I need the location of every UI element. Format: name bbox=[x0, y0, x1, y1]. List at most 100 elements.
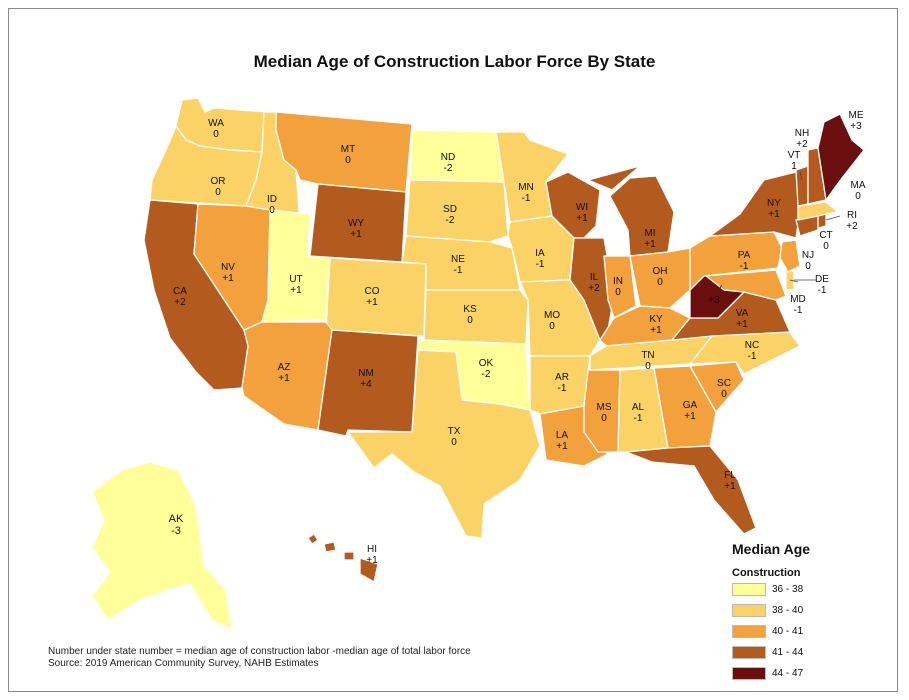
label-ia-abbr: IA bbox=[535, 248, 545, 259]
label-sc-abbr: SC bbox=[717, 378, 731, 389]
legend-title: Median Age bbox=[732, 541, 811, 557]
legend-range: 40 - 41 bbox=[772, 626, 804, 637]
label-ri-value: +2 bbox=[846, 221, 858, 232]
map-title: Median Age of Construction Labor Force B… bbox=[253, 52, 656, 71]
svg-text:KS0: KS 0 bbox=[463, 304, 477, 326]
label-in-value: 0 bbox=[615, 287, 621, 298]
label-nh-abbr: NH bbox=[795, 128, 809, 139]
label-mn-value: -1 bbox=[522, 193, 531, 204]
label-ny-abbr: NY bbox=[767, 198, 781, 209]
label-tn-value: 0 bbox=[645, 361, 651, 372]
svg-text:MS0: MS 0 bbox=[597, 402, 612, 424]
state-fl[interactable] bbox=[625, 445, 757, 535]
svg-text:WI+1: WI +1 bbox=[576, 202, 588, 224]
svg-text:IA-1: IA -1 bbox=[535, 248, 545, 270]
svg-text:WV+3: WV +3 bbox=[706, 284, 722, 306]
label-ms-value: 0 bbox=[601, 413, 607, 424]
label-ri-abbr: RI bbox=[847, 210, 857, 221]
label-il-value: +2 bbox=[588, 283, 600, 294]
label-fl-value: +1 bbox=[724, 481, 736, 492]
label-nm-value: +4 bbox=[360, 379, 372, 390]
state-sd[interactable] bbox=[405, 179, 509, 243]
legend-range: 38 - 40 bbox=[772, 605, 804, 616]
label-hi-abbr: HI bbox=[367, 544, 377, 555]
label-ky-abbr: KY bbox=[649, 314, 663, 325]
state-hi[interactable] bbox=[307, 533, 379, 583]
state-me[interactable] bbox=[817, 113, 865, 201]
state-nm[interactable] bbox=[317, 329, 419, 437]
label-ks-abbr: KS bbox=[463, 304, 477, 315]
label-ca-abbr: CA bbox=[173, 286, 187, 297]
label-ct-value: 0 bbox=[823, 241, 829, 252]
label-mi-value: +1 bbox=[644, 239, 656, 250]
label-wv-value: +3 bbox=[708, 295, 720, 306]
label-va-abbr: VA bbox=[736, 308, 749, 319]
svg-text:AR-1: AR -1 bbox=[555, 372, 569, 394]
label-ga-value: +1 bbox=[684, 411, 696, 422]
label-nc-abbr: NC bbox=[745, 340, 759, 351]
svg-text:NJ0: NJ 0 bbox=[802, 250, 814, 272]
svg-text:VT1: VT 1 bbox=[788, 150, 801, 172]
svg-text:NV+1: NV +1 bbox=[221, 262, 235, 284]
svg-text:NC-1: NC -1 bbox=[745, 340, 759, 362]
state-ga[interactable] bbox=[653, 365, 717, 449]
legend-swatch bbox=[732, 583, 766, 596]
leader-lines bbox=[789, 171, 841, 283]
state-md[interactable] bbox=[705, 269, 787, 301]
label-wy-abbr: WY bbox=[348, 218, 364, 229]
label-tx-value: 0 bbox=[451, 437, 457, 448]
legend-range: 44 - 47 bbox=[772, 668, 804, 679]
legend-item: 36 - 38 bbox=[732, 579, 892, 600]
label-ny-value: +1 bbox=[768, 209, 780, 220]
label-wi-abbr: WI bbox=[576, 202, 588, 213]
svg-text:IN0: IN 0 bbox=[613, 276, 623, 298]
svg-text:NE-1: NE -1 bbox=[451, 254, 465, 276]
state-ks[interactable] bbox=[423, 289, 529, 345]
state-mi[interactable] bbox=[587, 165, 675, 257]
label-nv-abbr: NV bbox=[221, 262, 235, 273]
svg-text:TX0: TX 0 bbox=[448, 426, 461, 448]
label-ne-value: -1 bbox=[454, 265, 463, 276]
label-ga-abbr: GA bbox=[683, 400, 698, 411]
legend-item: 41 - 44 bbox=[732, 642, 892, 663]
label-de-value: -1 bbox=[818, 285, 827, 296]
state-vt[interactable] bbox=[795, 165, 809, 207]
svg-text:PA-1: PA -1 bbox=[738, 250, 751, 272]
svg-text:MT0: MT 0 bbox=[341, 144, 355, 166]
state-wi[interactable] bbox=[545, 171, 601, 239]
state-tx[interactable] bbox=[347, 349, 541, 539]
state-sc[interactable] bbox=[689, 361, 745, 413]
legend-range: 36 - 38 bbox=[772, 584, 804, 595]
svg-text:MN-1: MN -1 bbox=[518, 182, 534, 204]
label-oh-abbr: OH bbox=[653, 266, 668, 277]
label-ky-value: +1 bbox=[650, 325, 662, 336]
state-az[interactable] bbox=[241, 321, 333, 431]
svg-text:MD-1: MD -1 bbox=[790, 294, 806, 316]
state-nd[interactable] bbox=[409, 129, 505, 183]
label-sc-value: 0 bbox=[721, 389, 727, 400]
svg-text:WY+1: WY +1 bbox=[348, 218, 364, 240]
svg-text:NY+1: NY +1 bbox=[767, 198, 781, 220]
state-ma[interactable] bbox=[797, 201, 839, 221]
svg-text:NM+4: NM +4 bbox=[358, 368, 374, 390]
state-ak[interactable] bbox=[91, 461, 233, 631]
footnote-source: Source: 2019 American Community Survey, … bbox=[48, 658, 319, 669]
svg-text:OH0: OH 0 bbox=[653, 266, 668, 288]
label-ok-value: -2 bbox=[482, 369, 491, 380]
label-md-abbr: MD bbox=[790, 294, 806, 305]
label-wy-value: +1 bbox=[350, 229, 362, 240]
label-or-abbr: OR bbox=[211, 176, 226, 187]
label-me-abbr: ME bbox=[849, 110, 864, 121]
svg-text:CT0: CT 0 bbox=[819, 230, 832, 252]
state-nj[interactable] bbox=[779, 239, 801, 273]
state-ny[interactable] bbox=[709, 171, 801, 239]
svg-text:GA+1: GA +1 bbox=[683, 400, 698, 422]
state-mt[interactable] bbox=[275, 111, 413, 193]
label-ca-value: +2 bbox=[174, 297, 186, 308]
svg-text:DE-1: DE -1 bbox=[815, 274, 829, 296]
label-mt-abbr: MT bbox=[341, 144, 355, 155]
label-ks-value: 0 bbox=[467, 315, 473, 326]
label-mi-abbr: MI bbox=[644, 228, 655, 239]
state-in[interactable] bbox=[603, 255, 637, 319]
